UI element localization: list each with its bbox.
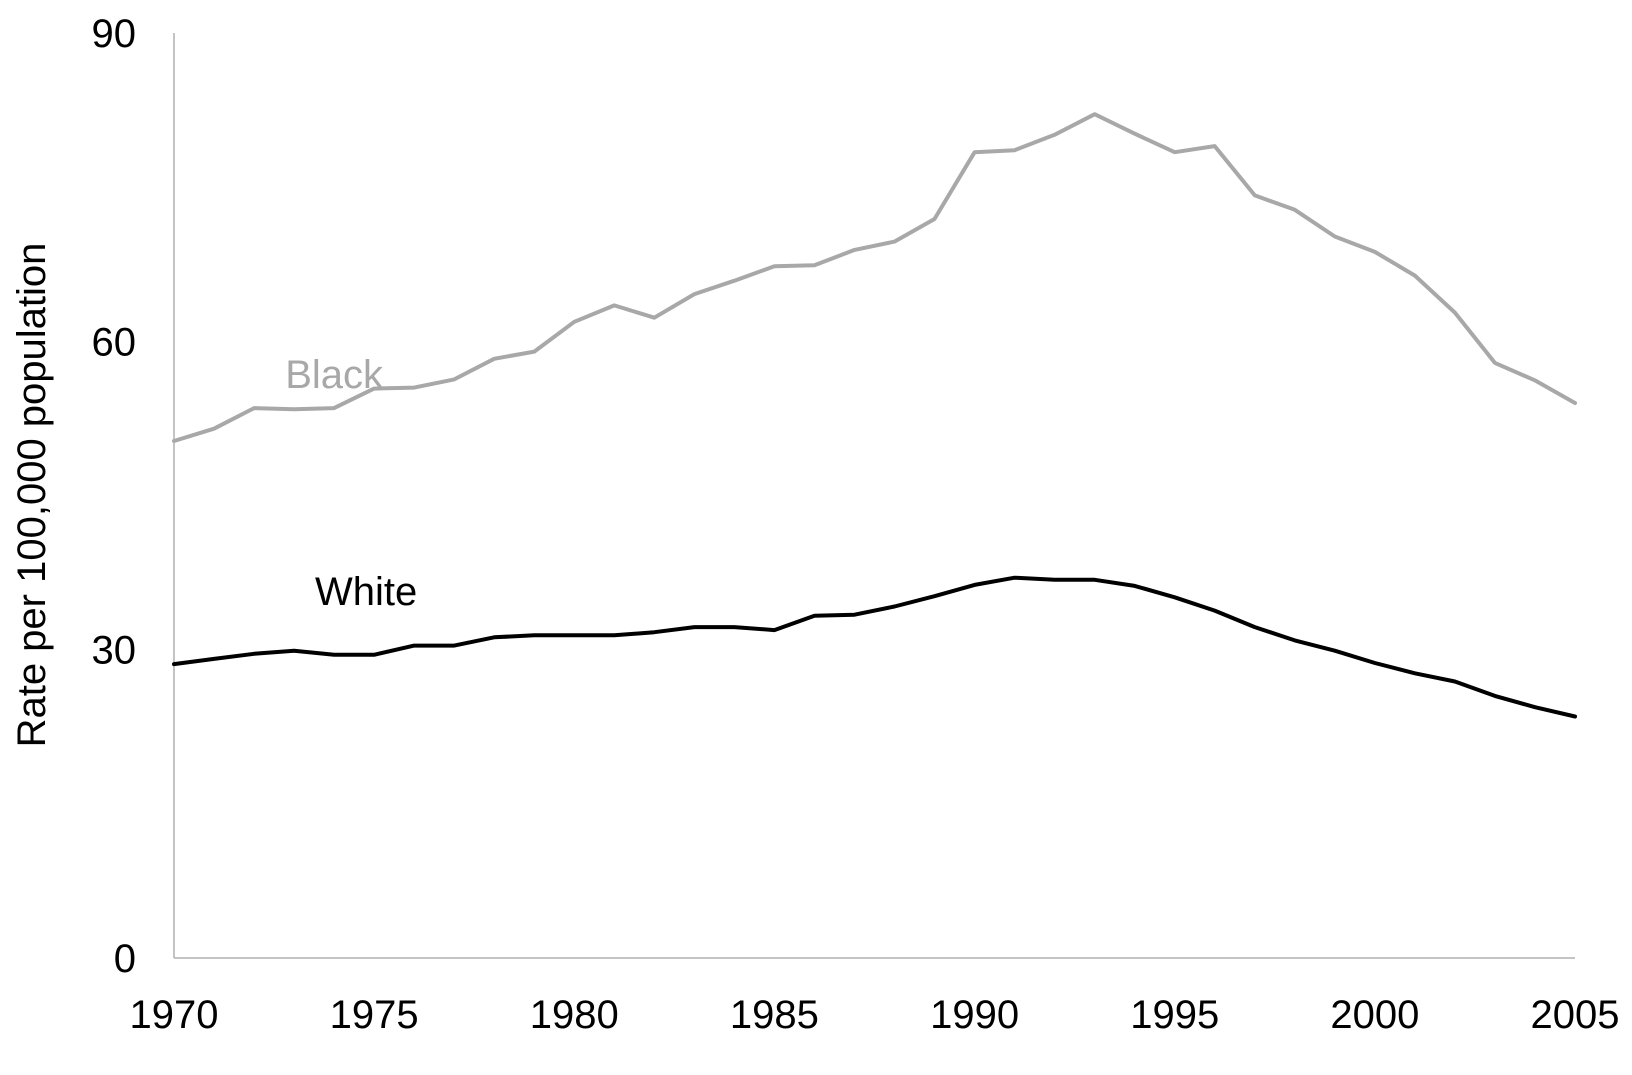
x-tick-label: 1970	[130, 993, 219, 1037]
series-line-black	[172, 112, 1577, 443]
series-lines	[172, 112, 1577, 719]
series-line-white	[172, 575, 1577, 719]
x-tick-label: 2000	[1330, 993, 1419, 1037]
y-tick-label: 90	[92, 12, 137, 56]
x-tick-label: 1975	[330, 993, 419, 1037]
series-labels: Black White	[285, 353, 417, 614]
y-tick-label: 60	[92, 320, 137, 364]
series-label-black: Black	[285, 353, 384, 397]
y-axis-label: Rate per 100,000 population	[10, 243, 54, 748]
tick-labels: 0 30 60 90 1970 1975 1980 1985 1990 1995 2000 2005	[92, 12, 1620, 1037]
x-tick-label: 1995	[1130, 993, 1219, 1037]
x-tick-label: 1980	[530, 993, 619, 1037]
axes	[173, 33, 1575, 959]
x-tick-label: 1990	[930, 993, 1019, 1037]
x-tick-label: 2005	[1531, 993, 1620, 1037]
y-tick-label: 0	[114, 937, 136, 981]
y-tick-label: 30	[92, 629, 137, 673]
series-label-white: White	[315, 570, 417, 614]
x-tick-label: 1985	[730, 993, 819, 1037]
